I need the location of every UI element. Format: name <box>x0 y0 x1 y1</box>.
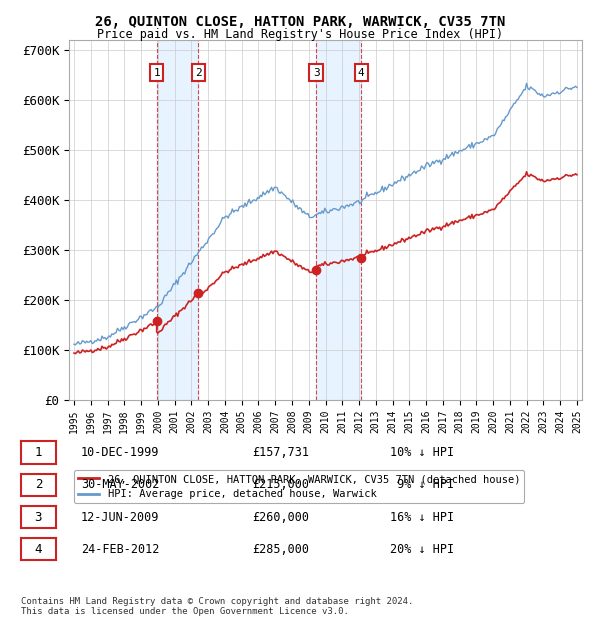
Text: 2: 2 <box>195 68 202 78</box>
Text: 16% ↓ HPI: 16% ↓ HPI <box>390 511 454 523</box>
Text: 2: 2 <box>35 479 42 491</box>
Text: 1: 1 <box>154 68 160 78</box>
Bar <box>157 40 198 400</box>
Text: 10% ↓ HPI: 10% ↓ HPI <box>390 446 454 459</box>
Text: 10-DEC-1999: 10-DEC-1999 <box>81 446 160 459</box>
Text: 20% ↓ HPI: 20% ↓ HPI <box>390 543 454 556</box>
Text: 12-JUN-2009: 12-JUN-2009 <box>81 511 160 523</box>
Text: 4: 4 <box>358 68 365 78</box>
Text: Contains HM Land Registry data © Crown copyright and database right 2024.: Contains HM Land Registry data © Crown c… <box>21 597 413 606</box>
Text: 3: 3 <box>313 68 319 78</box>
Text: Price paid vs. HM Land Registry's House Price Index (HPI): Price paid vs. HM Land Registry's House … <box>97 28 503 41</box>
Text: 1: 1 <box>35 446 42 459</box>
Text: 3: 3 <box>35 511 42 523</box>
Text: £260,000: £260,000 <box>252 511 309 523</box>
Text: £285,000: £285,000 <box>252 543 309 556</box>
Legend: 26, QUINTON CLOSE, HATTON PARK, WARWICK, CV35 7TN (detached house), HPI: Average: 26, QUINTON CLOSE, HATTON PARK, WARWICK,… <box>74 470 524 503</box>
Text: This data is licensed under the Open Government Licence v3.0.: This data is licensed under the Open Gov… <box>21 607 349 616</box>
Text: 4: 4 <box>35 543 42 556</box>
Text: £157,731: £157,731 <box>252 446 309 459</box>
Text: 30-MAY-2002: 30-MAY-2002 <box>81 479 160 491</box>
Text: 24-FEB-2012: 24-FEB-2012 <box>81 543 160 556</box>
Bar <box>316 40 361 400</box>
Text: 26, QUINTON CLOSE, HATTON PARK, WARWICK, CV35 7TN: 26, QUINTON CLOSE, HATTON PARK, WARWICK,… <box>95 16 505 30</box>
Text: 9% ↓ HPI: 9% ↓ HPI <box>390 479 454 491</box>
Text: £215,000: £215,000 <box>252 479 309 491</box>
